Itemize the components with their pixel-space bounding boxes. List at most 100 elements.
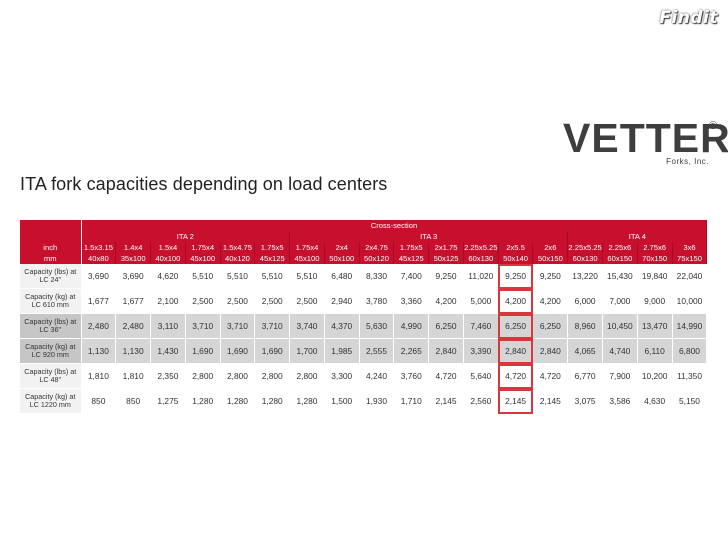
capacity-cell: 2,840 — [428, 338, 464, 364]
capacity-table: Cross-section ITA 2 ITA 3 ITA 4 inch 1.5x3… — [20, 220, 708, 414]
capacity-cell: 7,460 — [463, 313, 499, 339]
capacity-cell: 1,677 — [115, 288, 152, 314]
capacity-cell: 1,700 — [289, 338, 325, 364]
capacity-cell: 9,250 — [498, 264, 534, 289]
capacity-cell: 2,840 — [498, 338, 534, 364]
capacity-cell: 1,710 — [393, 388, 430, 414]
group-header: ITA 4 — [567, 231, 708, 242]
mm-header-cell: 50x140 — [498, 253, 534, 264]
row-label: Capacity (kg) at LC 920 mm — [20, 338, 82, 364]
capacity-cell: 4,630 — [637, 388, 673, 414]
capacity-cell: 6,770 — [567, 363, 603, 389]
capacity-cell: 2,555 — [359, 338, 395, 364]
row-label-line: Capacity (kg) at — [25, 291, 76, 301]
mm-label: mm — [20, 253, 82, 264]
capacity-cell: 2,480 — [115, 313, 152, 339]
capacity-cell: 2,500 — [185, 288, 221, 314]
row-label-line: LC 1220 mm — [29, 400, 71, 409]
capacity-cell: 1,280 — [254, 388, 291, 414]
row-label-line: LC 24" — [39, 275, 62, 284]
inch-header-cell: 2x4 — [324, 242, 360, 253]
capacity-cell: 4,720 — [498, 363, 534, 389]
mm-header-row: mm 40x80 35x100 40x100 45x100 40x120 45x125 45… — [20, 253, 708, 264]
cross-section-header-row: Cross-section — [20, 220, 708, 231]
capacity-cell: 1,810 — [81, 363, 117, 389]
capacity-cell: 2,560 — [463, 388, 499, 414]
row-label-line: LC 48" — [39, 375, 62, 384]
capacity-cell: 5,630 — [359, 313, 395, 339]
row-label-line: Capacity (lbs) at — [24, 316, 77, 326]
inch-header-cell: 2.25x5.25 — [567, 242, 603, 253]
capacity-cell: 10,450 — [602, 313, 638, 339]
capacity-cell: 2,500 — [220, 288, 256, 314]
capacity-cell: 8,330 — [359, 264, 395, 289]
capacity-cell: 4,620 — [150, 264, 186, 289]
capacity-cell: 5,510 — [220, 264, 256, 289]
capacity-cell: 2,800 — [185, 363, 221, 389]
row-label-line: Capacity (kg) at — [25, 391, 76, 401]
mm-header-cell: 35x100 — [115, 253, 152, 264]
capacity-cell: 9,000 — [637, 288, 673, 314]
capacity-row: Capacity (kg) at LC 920 mm 1,130 1,130 1,430… — [20, 338, 708, 364]
capacity-cell: 6,250 — [532, 313, 569, 339]
row-label-line: Capacity (kg) at — [25, 341, 76, 351]
capacity-cell: 1,690 — [185, 338, 221, 364]
inch-header-cell: 3x6 — [672, 242, 708, 253]
capacity-cell: 9,250 — [532, 264, 569, 289]
row-label: Capacity (lbs) at LC 24" — [20, 264, 82, 289]
inch-header-row: inch 1.5x3.15 1.4x4 1.5x4 1.75x4 1.5x4.75 1.7… — [20, 242, 708, 253]
capacity-cell: 4,370 — [324, 313, 360, 339]
mm-header-cell: 45x100 — [185, 253, 221, 264]
group-header: ITA 3 — [289, 231, 569, 242]
findit-watermark: Findit — [659, 8, 718, 28]
capacity-cell: 2,800 — [289, 363, 325, 389]
capacity-cell: 3,710 — [185, 313, 221, 339]
capacity-cell: 3,740 — [289, 313, 325, 339]
capacity-cell: 1,280 — [220, 388, 256, 414]
capacity-cell: 1,500 — [324, 388, 360, 414]
capacity-cell: 9,250 — [428, 264, 464, 289]
inch-header-cell: 1.4x4 — [115, 242, 152, 253]
row-label: Capacity (lbs) at LC 48" — [20, 363, 82, 389]
capacity-row: Capacity (lbs) at LC 36" 2,480 2,480 3,110 3,… — [20, 313, 708, 339]
inch-header-cell: 1.75x4 — [185, 242, 221, 253]
inch-header-cell: 2x5.5 — [498, 242, 534, 253]
capacity-table-body: Capacity (lbs) at LC 24" 3,690 3,690 4,620 5,… — [20, 264, 708, 414]
capacity-cell: 5,510 — [185, 264, 221, 289]
page-title: ITA fork capacities depending on load ce… — [20, 174, 388, 194]
capacity-cell: 3,690 — [81, 264, 117, 289]
capacity-cell: 5,510 — [289, 264, 325, 289]
mm-header-cell: 70x150 — [637, 253, 673, 264]
mm-header-cell: 45x125 — [393, 253, 430, 264]
capacity-cell: 3,690 — [115, 264, 152, 289]
capacity-cell: 1,275 — [150, 388, 186, 414]
capacity-row: Capacity (lbs) at LC 48" 1,810 1,810 2,350 2,… — [20, 363, 708, 389]
capacity-row: Capacity (lbs) at LC 24" 3,690 3,690 4,620 5,… — [20, 264, 708, 289]
capacity-cell: 2,145 — [498, 388, 534, 414]
capacity-cell: 14,990 — [672, 313, 708, 339]
mm-header-cell: 45x100 — [289, 253, 325, 264]
mm-header-cell: 50x100 — [324, 253, 360, 264]
inch-header-cell: 2.25x5.25 — [463, 242, 499, 253]
mm-header-cell: 50x120 — [359, 253, 395, 264]
capacity-cell: 1,690 — [220, 338, 256, 364]
logo-wordmark: VETTER — [563, 115, 728, 161]
capacity-cell: 4,740 — [602, 338, 638, 364]
capacity-cell: 11,350 — [672, 363, 708, 389]
capacity-cell: 4,065 — [567, 338, 603, 364]
capacity-cell: 4,200 — [498, 288, 534, 314]
capacity-cell: 2,350 — [150, 363, 186, 389]
capacity-cell: 5,000 — [463, 288, 499, 314]
row-label-line: LC 920 mm — [31, 350, 69, 359]
capacity-cell: 3,300 — [324, 363, 360, 389]
mm-header-cell: 60x150 — [602, 253, 638, 264]
capacity-cell: 3,390 — [463, 338, 499, 364]
capacity-cell: 7,900 — [602, 363, 638, 389]
capacity-cell: 3,360 — [393, 288, 430, 314]
mm-header-cell: 50x150 — [532, 253, 569, 264]
group-header-row: ITA 2 ITA 3 ITA 4 — [20, 231, 708, 242]
mm-header-cell: 40x80 — [81, 253, 117, 264]
mm-header-cell: 50x125 — [428, 253, 464, 264]
inch-header-cell: 2x6 — [532, 242, 569, 253]
inch-header-cell: 2.25x6 — [602, 242, 638, 253]
